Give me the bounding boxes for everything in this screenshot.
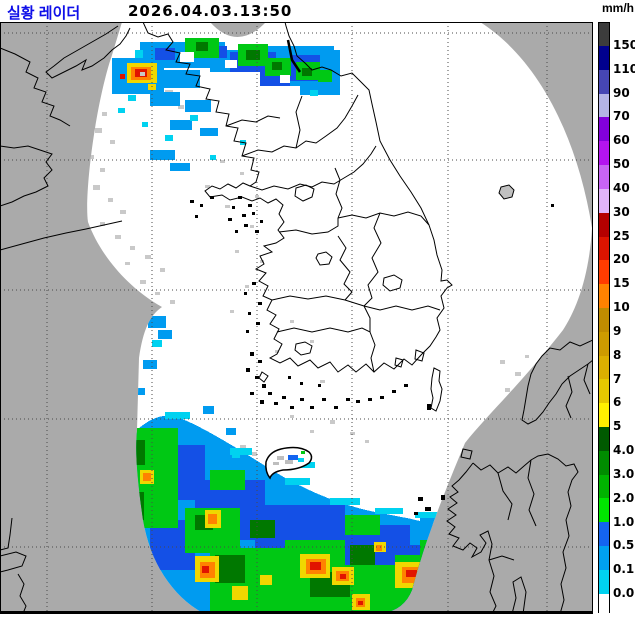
legend-label: 6 xyxy=(613,395,622,410)
legend-segment xyxy=(599,427,609,451)
legend-segment xyxy=(599,141,609,166)
legend-segment xyxy=(599,212,609,237)
legend-label: 70 xyxy=(613,109,630,124)
legend-segment xyxy=(599,117,609,142)
legend-label: 2.0 xyxy=(613,490,635,505)
legend-segment xyxy=(599,593,609,613)
legend-label: 4.0 xyxy=(613,443,635,458)
legend-segment xyxy=(599,355,609,380)
legend-segment xyxy=(599,236,609,261)
legend-segment xyxy=(599,403,609,427)
legend-label: 9 xyxy=(613,323,622,338)
legend-label: 20 xyxy=(613,252,630,267)
ulleungdo-island xyxy=(498,184,554,207)
legend-segment xyxy=(599,546,609,570)
legend-label: 10 xyxy=(613,300,630,315)
legend-label: 25 xyxy=(613,228,630,243)
legend-label: 30 xyxy=(613,204,630,219)
legend-label: 8 xyxy=(613,347,622,362)
legend-label: 5 xyxy=(613,419,622,434)
radar-map xyxy=(0,21,594,617)
page-title: 실황 레이더 xyxy=(7,5,81,22)
precip-field-south xyxy=(102,316,488,613)
coastlines xyxy=(0,21,594,617)
observation-timestamp: 2026.04.03.13:50 xyxy=(128,2,293,20)
jeju-island xyxy=(265,446,313,480)
legend-label: 15 xyxy=(613,276,630,291)
graticule-grid xyxy=(0,22,593,613)
legend-segment xyxy=(599,23,609,46)
geoje-namhae-islands xyxy=(258,349,425,383)
legend-label: 50 xyxy=(613,157,630,172)
legend-segment xyxy=(599,498,609,523)
legend-segment xyxy=(599,522,609,547)
legend-segment xyxy=(599,450,609,475)
legend-segment xyxy=(599,474,609,499)
legend-segment xyxy=(599,188,609,213)
legend-segment xyxy=(599,284,609,308)
legend-label: 40 xyxy=(613,180,630,195)
legend-unit-label: mm/h xyxy=(601,1,634,15)
legend-segment xyxy=(599,260,609,285)
legend-label: 110 xyxy=(613,61,635,76)
legend-label: 150 xyxy=(613,38,635,52)
legend-label: 90 xyxy=(613,85,630,100)
legend-segment xyxy=(599,165,609,189)
coastal-islets xyxy=(190,196,445,515)
legend-label: 60 xyxy=(613,133,630,148)
legend-label: 0.0 xyxy=(613,585,635,600)
legend-label: 7 xyxy=(613,371,622,386)
legend-label: 0.1 xyxy=(613,562,635,577)
header-bar: 실황 레이더 2026.04.03.13:50 mm/h xyxy=(0,0,635,22)
precip-intensity-legend: 150 110 90 70 60 50 40 30 25 20 15 10 9 8 7 6 5 4.0 3.0 2.0… xyxy=(597,22,635,613)
legend-label: 0.5 xyxy=(613,538,635,553)
precip-field-north xyxy=(112,38,340,171)
legend-label: 1.0 xyxy=(613,514,635,529)
legend-segment xyxy=(599,93,609,118)
legend-segment xyxy=(599,69,609,94)
legend-label: 3.0 xyxy=(613,466,635,481)
legend-segment xyxy=(599,331,609,356)
map-bottom-rule xyxy=(0,611,593,614)
legend-segment xyxy=(599,307,609,332)
legend-segment xyxy=(599,46,609,70)
legend-segment xyxy=(599,569,609,594)
legend-segment xyxy=(599,379,609,404)
legend-color-bar xyxy=(598,22,610,613)
